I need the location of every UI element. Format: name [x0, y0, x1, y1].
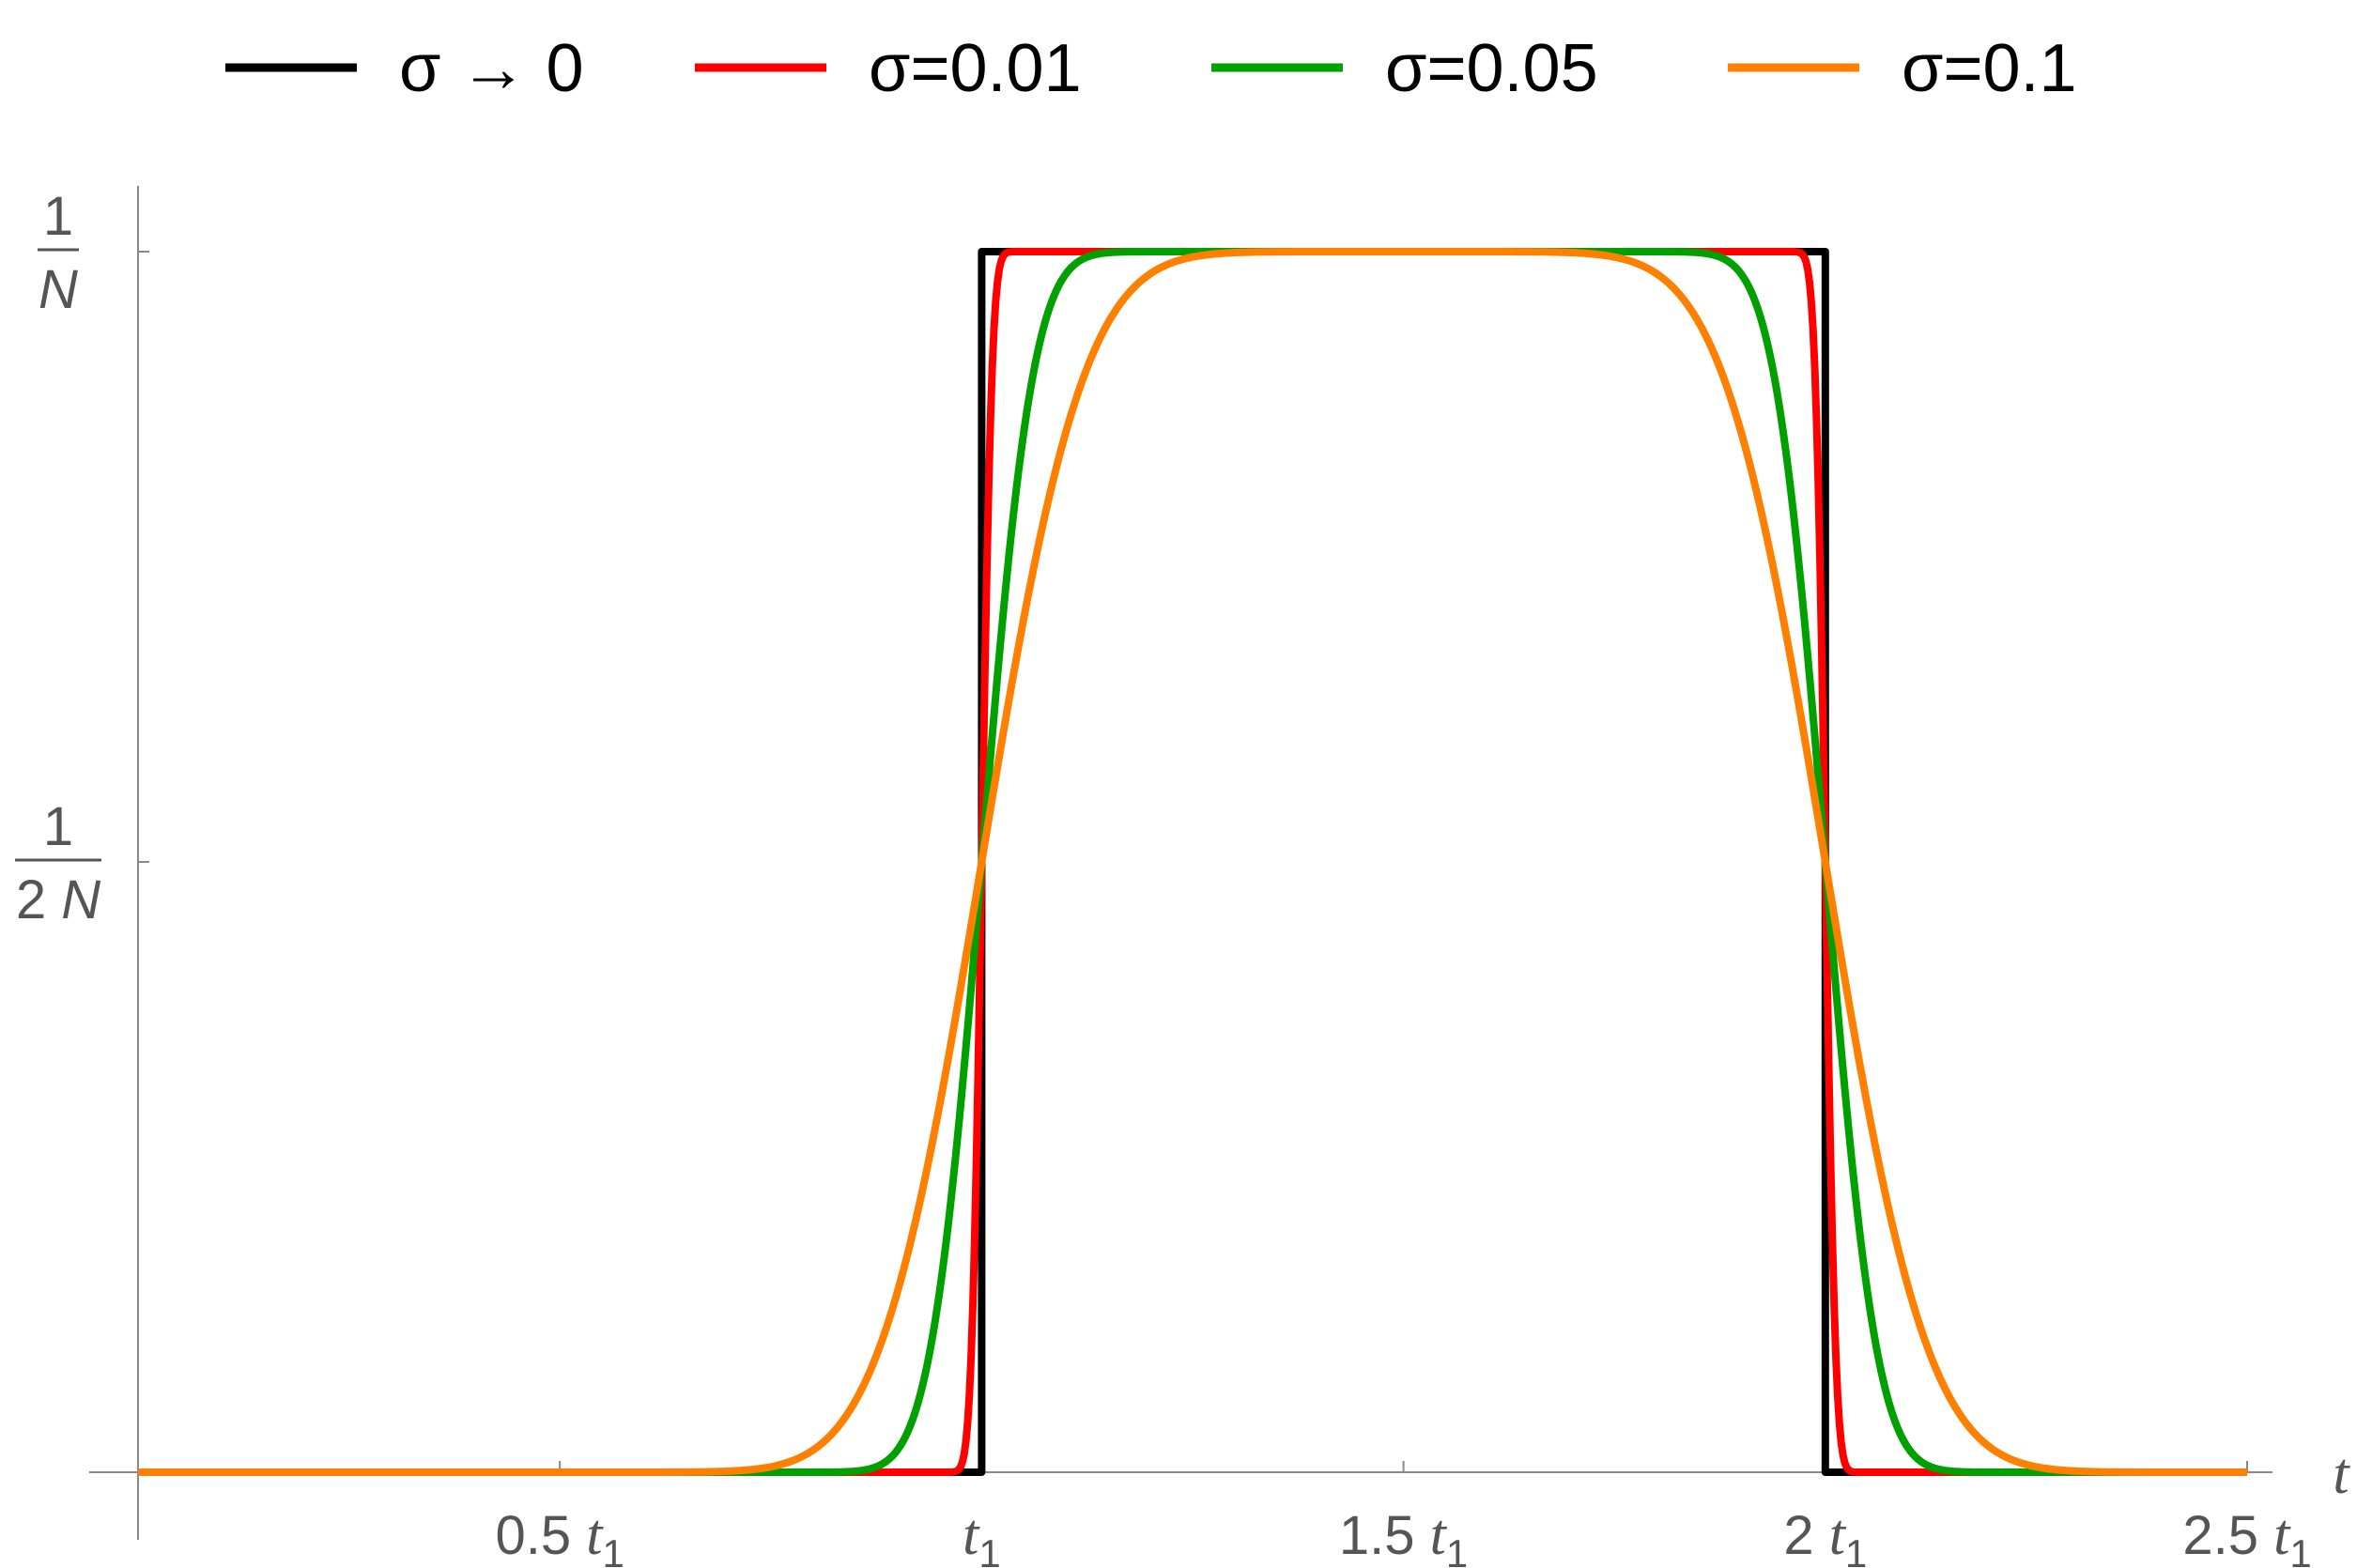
series-group [135, 248, 2250, 1476]
x-tick-label: 1.5 t1 [1339, 1503, 1468, 1568]
legend-item: σ=0.1 [1728, 31, 2077, 106]
legend-item: σ=0.05 [1211, 31, 1598, 106]
axes [89, 186, 2272, 1540]
legend-label: σ=0.1 [1902, 31, 2077, 106]
legend-item: σ=0.01 [695, 31, 1082, 106]
y-tick-numerator: 1 [43, 796, 73, 857]
x-axis-label: t [2333, 1442, 2350, 1506]
x-tick-label: 2 t1 [1783, 1503, 1867, 1568]
series-line-0 [138, 248, 2247, 1476]
x-tick-label: 0.5 t1 [496, 1503, 624, 1568]
x-tick-label: 2.5 t1 [2182, 1503, 2311, 1568]
series-line-1 [135, 248, 2250, 1476]
y-tick-denominator: N [39, 259, 78, 320]
series-line-2 [135, 248, 2250, 1476]
legend-label: σ=0.05 [1385, 31, 1598, 106]
legend-label: σ → 0 [399, 31, 584, 106]
legend: σ → 0 σ=0.01 σ=0.05 σ=0.1 [225, 31, 2077, 106]
legend-item: σ → 0 [225, 31, 584, 106]
y-tick-label: 12 N [15, 796, 101, 930]
y-tick-denominator: 2 N [16, 869, 100, 930]
x-tick-label: t1 [963, 1503, 1001, 1568]
y-tick-numerator: 1 [43, 186, 73, 247]
series-line-3 [135, 248, 2250, 1476]
y-tick-label: 1N [38, 186, 79, 320]
legend-label: σ=0.01 [869, 31, 1082, 106]
